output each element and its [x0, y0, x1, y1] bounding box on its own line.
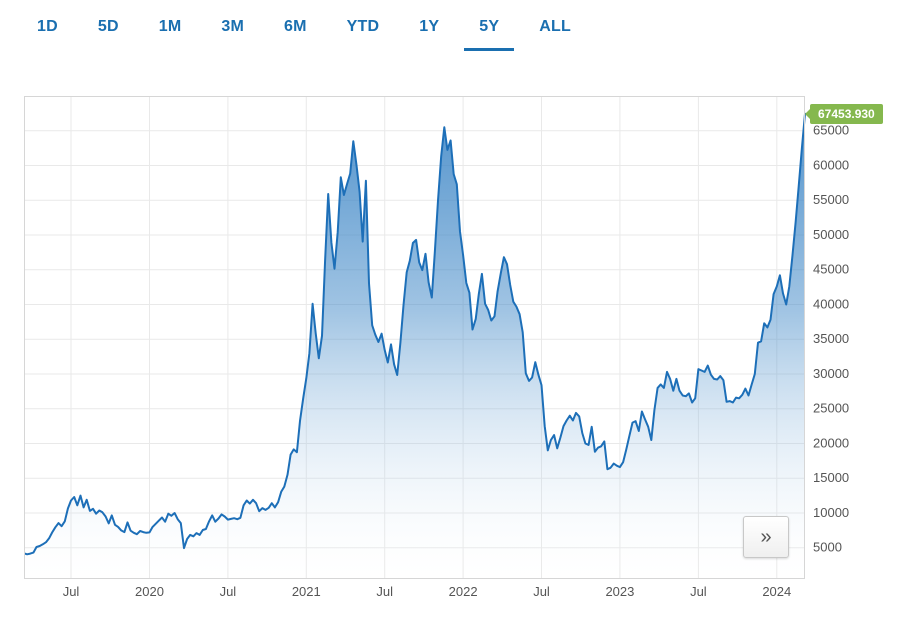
- tab-5d[interactable]: 5D: [97, 18, 119, 35]
- x-axis-label: 2023: [605, 584, 634, 599]
- y-axis-label: 30000: [813, 366, 849, 381]
- tab-1y[interactable]: 1Y: [419, 18, 440, 35]
- badge-arrow-icon: [805, 109, 810, 119]
- tab-5y[interactable]: 5Y: [464, 16, 515, 51]
- y-axis-label: 60000: [813, 158, 849, 173]
- x-axis-label: 2024: [762, 584, 791, 599]
- time-range-tab-bar: 1D 5D 1M 3M 6M YTD 1Y 5Y ALL: [0, 0, 914, 51]
- price-chart[interactable]: Jul 2020 Jul 2021 Jul 2022 Jul 2023 Jul 2024 5000 1…: [24, 96, 904, 601]
- tab-ytd[interactable]: YTD: [346, 18, 380, 35]
- x-axis-label: Jul: [63, 584, 80, 599]
- x-axis-label: Jul: [690, 584, 707, 599]
- y-axis-label: 5000: [813, 540, 842, 555]
- tab-1d[interactable]: 1D: [37, 18, 58, 35]
- x-axis-label: 2020: [135, 584, 164, 599]
- y-axis-label: 55000: [813, 192, 849, 207]
- y-axis-label: 45000: [813, 262, 849, 277]
- double-chevron-right-icon: »: [760, 525, 772, 548]
- y-axis-label: 65000: [813, 123, 849, 138]
- tab-all[interactable]: ALL: [539, 18, 571, 35]
- x-axis-label: 2021: [292, 584, 321, 599]
- x-axis-label: 2022: [449, 584, 478, 599]
- y-axis-label: 10000: [813, 505, 849, 520]
- y-axis-label: 20000: [813, 436, 849, 451]
- y-axis-label: 50000: [813, 227, 849, 242]
- tab-1m[interactable]: 1M: [158, 18, 182, 35]
- price-badge: 67453.930: [805, 104, 883, 124]
- x-axis-label: Jul: [376, 584, 393, 599]
- y-axis-label: 15000: [813, 470, 849, 485]
- y-axis-label: 40000: [813, 297, 849, 312]
- tab-3m[interactable]: 3M: [221, 18, 244, 35]
- expand-panel-button[interactable]: »: [743, 516, 789, 558]
- x-axis-label: Jul: [220, 584, 237, 599]
- last-price-label: 67453.930: [818, 107, 875, 121]
- x-axis-label: Jul: [533, 584, 550, 599]
- tab-6m[interactable]: 6M: [284, 18, 307, 35]
- y-axis-label: 25000: [813, 401, 849, 416]
- y-axis-label: 35000: [813, 331, 849, 346]
- chart-area: Jul 2020 Jul 2021 Jul 2022 Jul 2023 Jul 2024 5000 1…: [24, 96, 904, 601]
